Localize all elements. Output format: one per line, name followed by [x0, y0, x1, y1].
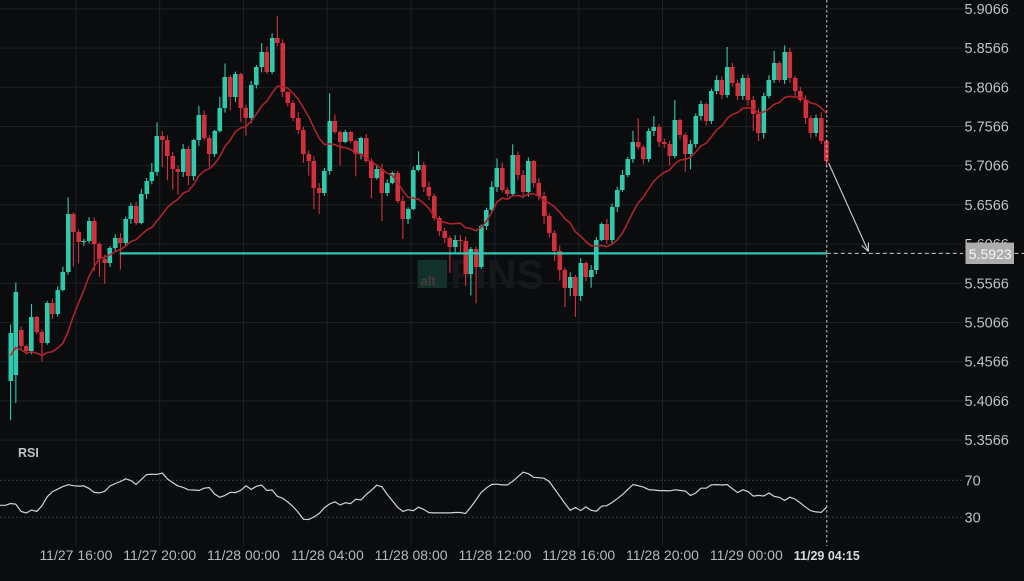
svg-text:5.5066: 5.5066	[965, 316, 1009, 332]
svg-text:5.7066: 5.7066	[965, 159, 1009, 175]
svg-text:5.7566: 5.7566	[965, 120, 1009, 136]
svg-text:11/27 16:00: 11/27 16:00	[39, 547, 112, 563]
svg-text:5.8066: 5.8066	[965, 80, 1009, 96]
svg-text:11/28 12:00: 11/28 12:00	[458, 547, 531, 563]
svg-text:5.4066: 5.4066	[965, 394, 1009, 410]
svg-text:30: 30	[965, 510, 981, 526]
svg-text:11/28 16:00: 11/28 16:00	[542, 547, 615, 563]
svg-text:5.5923: 5.5923	[969, 246, 1012, 262]
svg-text:11/28 20:00: 11/28 20:00	[626, 547, 699, 563]
svg-text:11/27 20:00: 11/27 20:00	[123, 547, 196, 563]
svg-text:11/29 04:15: 11/29 04:15	[794, 549, 860, 563]
svg-text:11/29 00:00: 11/29 00:00	[710, 547, 783, 563]
svg-text:11/28 04:00: 11/28 04:00	[291, 547, 364, 563]
svg-text:5.4566: 5.4566	[965, 355, 1009, 371]
svg-text:5.3566: 5.3566	[965, 433, 1009, 449]
svg-text:5.8566: 5.8566	[965, 41, 1009, 57]
svg-text:70: 70	[965, 473, 981, 489]
svg-text:5.6566: 5.6566	[965, 198, 1009, 214]
svg-text:RSI: RSI	[18, 446, 39, 460]
svg-text:11/28 08:00: 11/28 08:00	[375, 547, 448, 563]
svg-text:5.5566: 5.5566	[965, 276, 1009, 292]
svg-text:alt: alt	[421, 274, 437, 289]
svg-text:5.9066: 5.9066	[965, 2, 1009, 18]
svg-text:11/28 00:00: 11/28 00:00	[207, 547, 280, 563]
